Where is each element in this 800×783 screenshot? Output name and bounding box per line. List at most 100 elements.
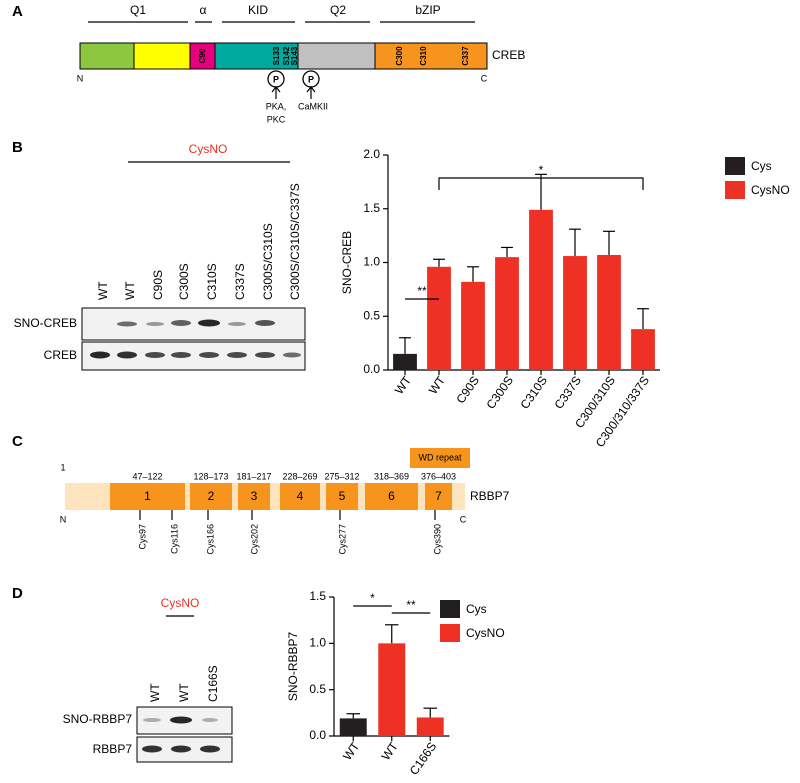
x-tick-label: WT	[340, 739, 363, 763]
bar	[563, 256, 587, 370]
domain-label: KID	[248, 3, 268, 17]
phospho-sites	[267, 70, 320, 99]
lane-label: C300S/C310S/C337S	[288, 183, 302, 300]
repeat-range: 228–269	[282, 471, 317, 481]
protein-name: RBBP7	[470, 489, 510, 503]
lane-labels: WT WT C166S	[148, 665, 220, 702]
repeat-number: 3	[251, 489, 258, 503]
c-terminus: C	[460, 514, 467, 524]
kinase: PKA,	[266, 101, 287, 111]
cysteines: Cys97 Cys116 Cys166 Cys202 Cys277 Cys390	[137, 510, 442, 555]
lane-label: WT	[96, 281, 110, 300]
y-tick-label: 1.0	[363, 255, 380, 269]
creb-bar	[79, 42, 488, 70]
repeat-number: 7	[435, 489, 442, 503]
domain-label: α	[200, 3, 207, 17]
bar	[495, 257, 519, 370]
lane-label: C300S	[177, 263, 191, 300]
y-tick-label: 1.5	[309, 589, 326, 603]
legend-label: Cys	[466, 602, 487, 616]
x-tick-label: C337S	[552, 374, 585, 412]
phospho-label: P	[308, 74, 314, 84]
lane-label: C300S/C310S	[261, 223, 275, 300]
bar	[339, 718, 367, 736]
residue: C90	[198, 48, 207, 63]
residue: C310	[419, 46, 428, 66]
significance-label: **	[417, 284, 427, 298]
kinase: CaMKII	[298, 101, 328, 111]
lane-label: C166S	[206, 665, 220, 702]
legend-swatch	[725, 157, 745, 175]
c-terminus: C	[481, 73, 488, 83]
legend-label: WD repeat	[418, 452, 462, 462]
residue: S143	[290, 46, 299, 65]
legend-label: CysNO	[466, 626, 505, 640]
x-tick-label: C166S	[407, 740, 440, 778]
lane-label: WT	[123, 281, 137, 300]
wd-repeat	[110, 483, 185, 510]
repeat-number: 4	[297, 489, 304, 503]
lane-label: WT	[177, 683, 191, 702]
residue: C337	[461, 46, 470, 66]
row-label: RBBP7	[93, 742, 133, 756]
wd-repeat	[280, 483, 320, 510]
start-residue: 1	[60, 462, 65, 472]
lane-label: WT	[148, 683, 162, 702]
row-label: SNO-CREB	[14, 316, 77, 330]
y-tick-label: 2.0	[363, 147, 380, 161]
domain-label: Q2	[330, 3, 346, 17]
x-tick-label: C90S	[453, 374, 482, 407]
cys-label: Cys277	[337, 524, 347, 555]
y-tick-label: 0.0	[363, 362, 380, 376]
bar	[416, 717, 444, 736]
significance-label: *	[539, 163, 544, 177]
bar	[393, 353, 417, 370]
repeat-range: 376–403	[421, 471, 456, 481]
legend-swatch	[440, 600, 460, 618]
domain-label: Q1	[130, 3, 146, 17]
y-axis-label: SNO-CREB	[340, 231, 354, 294]
cys-label: Cys97	[137, 524, 147, 550]
repeat-number: 1	[144, 489, 151, 503]
y-tick-label: 0.5	[363, 308, 380, 322]
repeat-number: 2	[208, 489, 215, 503]
residue: C300	[395, 46, 404, 66]
bar	[529, 209, 553, 370]
bar	[461, 281, 485, 370]
cys-label: Cys116	[169, 524, 179, 554]
treatment: CysNO	[189, 142, 228, 156]
wd-repeats: 1 47–122 2 128–173 3 181–217 4 228–269 5 275–312 6…	[110, 471, 456, 510]
panel-label: B	[12, 139, 23, 156]
repeat-range: 318–369	[374, 471, 409, 481]
wd-repeat	[326, 483, 358, 510]
x-tick-label: WT	[426, 373, 449, 397]
wd-repeat	[238, 483, 270, 510]
kinase: PKC	[267, 114, 286, 124]
wd-repeat	[365, 483, 418, 510]
y-tick-label: 0.0	[309, 728, 326, 742]
n-terminus: N	[60, 514, 67, 524]
y-tick-label: 1.5	[363, 201, 380, 215]
cys-label: Cys166	[205, 524, 215, 555]
repeat-number: 6	[388, 489, 395, 503]
repeat-range: 128–173	[193, 471, 228, 481]
repeat-range: 47–122	[132, 471, 162, 481]
protein-name: CREB	[492, 48, 525, 62]
lane-label: C310S	[205, 263, 219, 300]
wd-repeat	[190, 483, 232, 510]
legend-label: CysNO	[751, 183, 790, 197]
y-tick-label: 1.0	[309, 636, 326, 650]
significance-label: **	[406, 598, 416, 612]
bar	[631, 329, 655, 370]
cys-label: Cys202	[249, 524, 259, 555]
row-label: CREB	[44, 348, 77, 362]
x-tick-label: WT	[392, 373, 415, 397]
wd-repeat	[425, 483, 452, 510]
n-terminus: N	[77, 73, 84, 83]
x-tick-label: WT	[379, 739, 402, 763]
residue: S142	[282, 46, 291, 65]
row-label: SNO-RBBP7	[63, 712, 133, 726]
repeat-range: 275–312	[324, 471, 359, 481]
legend-swatch	[440, 624, 460, 642]
panel-label: A	[12, 3, 23, 20]
